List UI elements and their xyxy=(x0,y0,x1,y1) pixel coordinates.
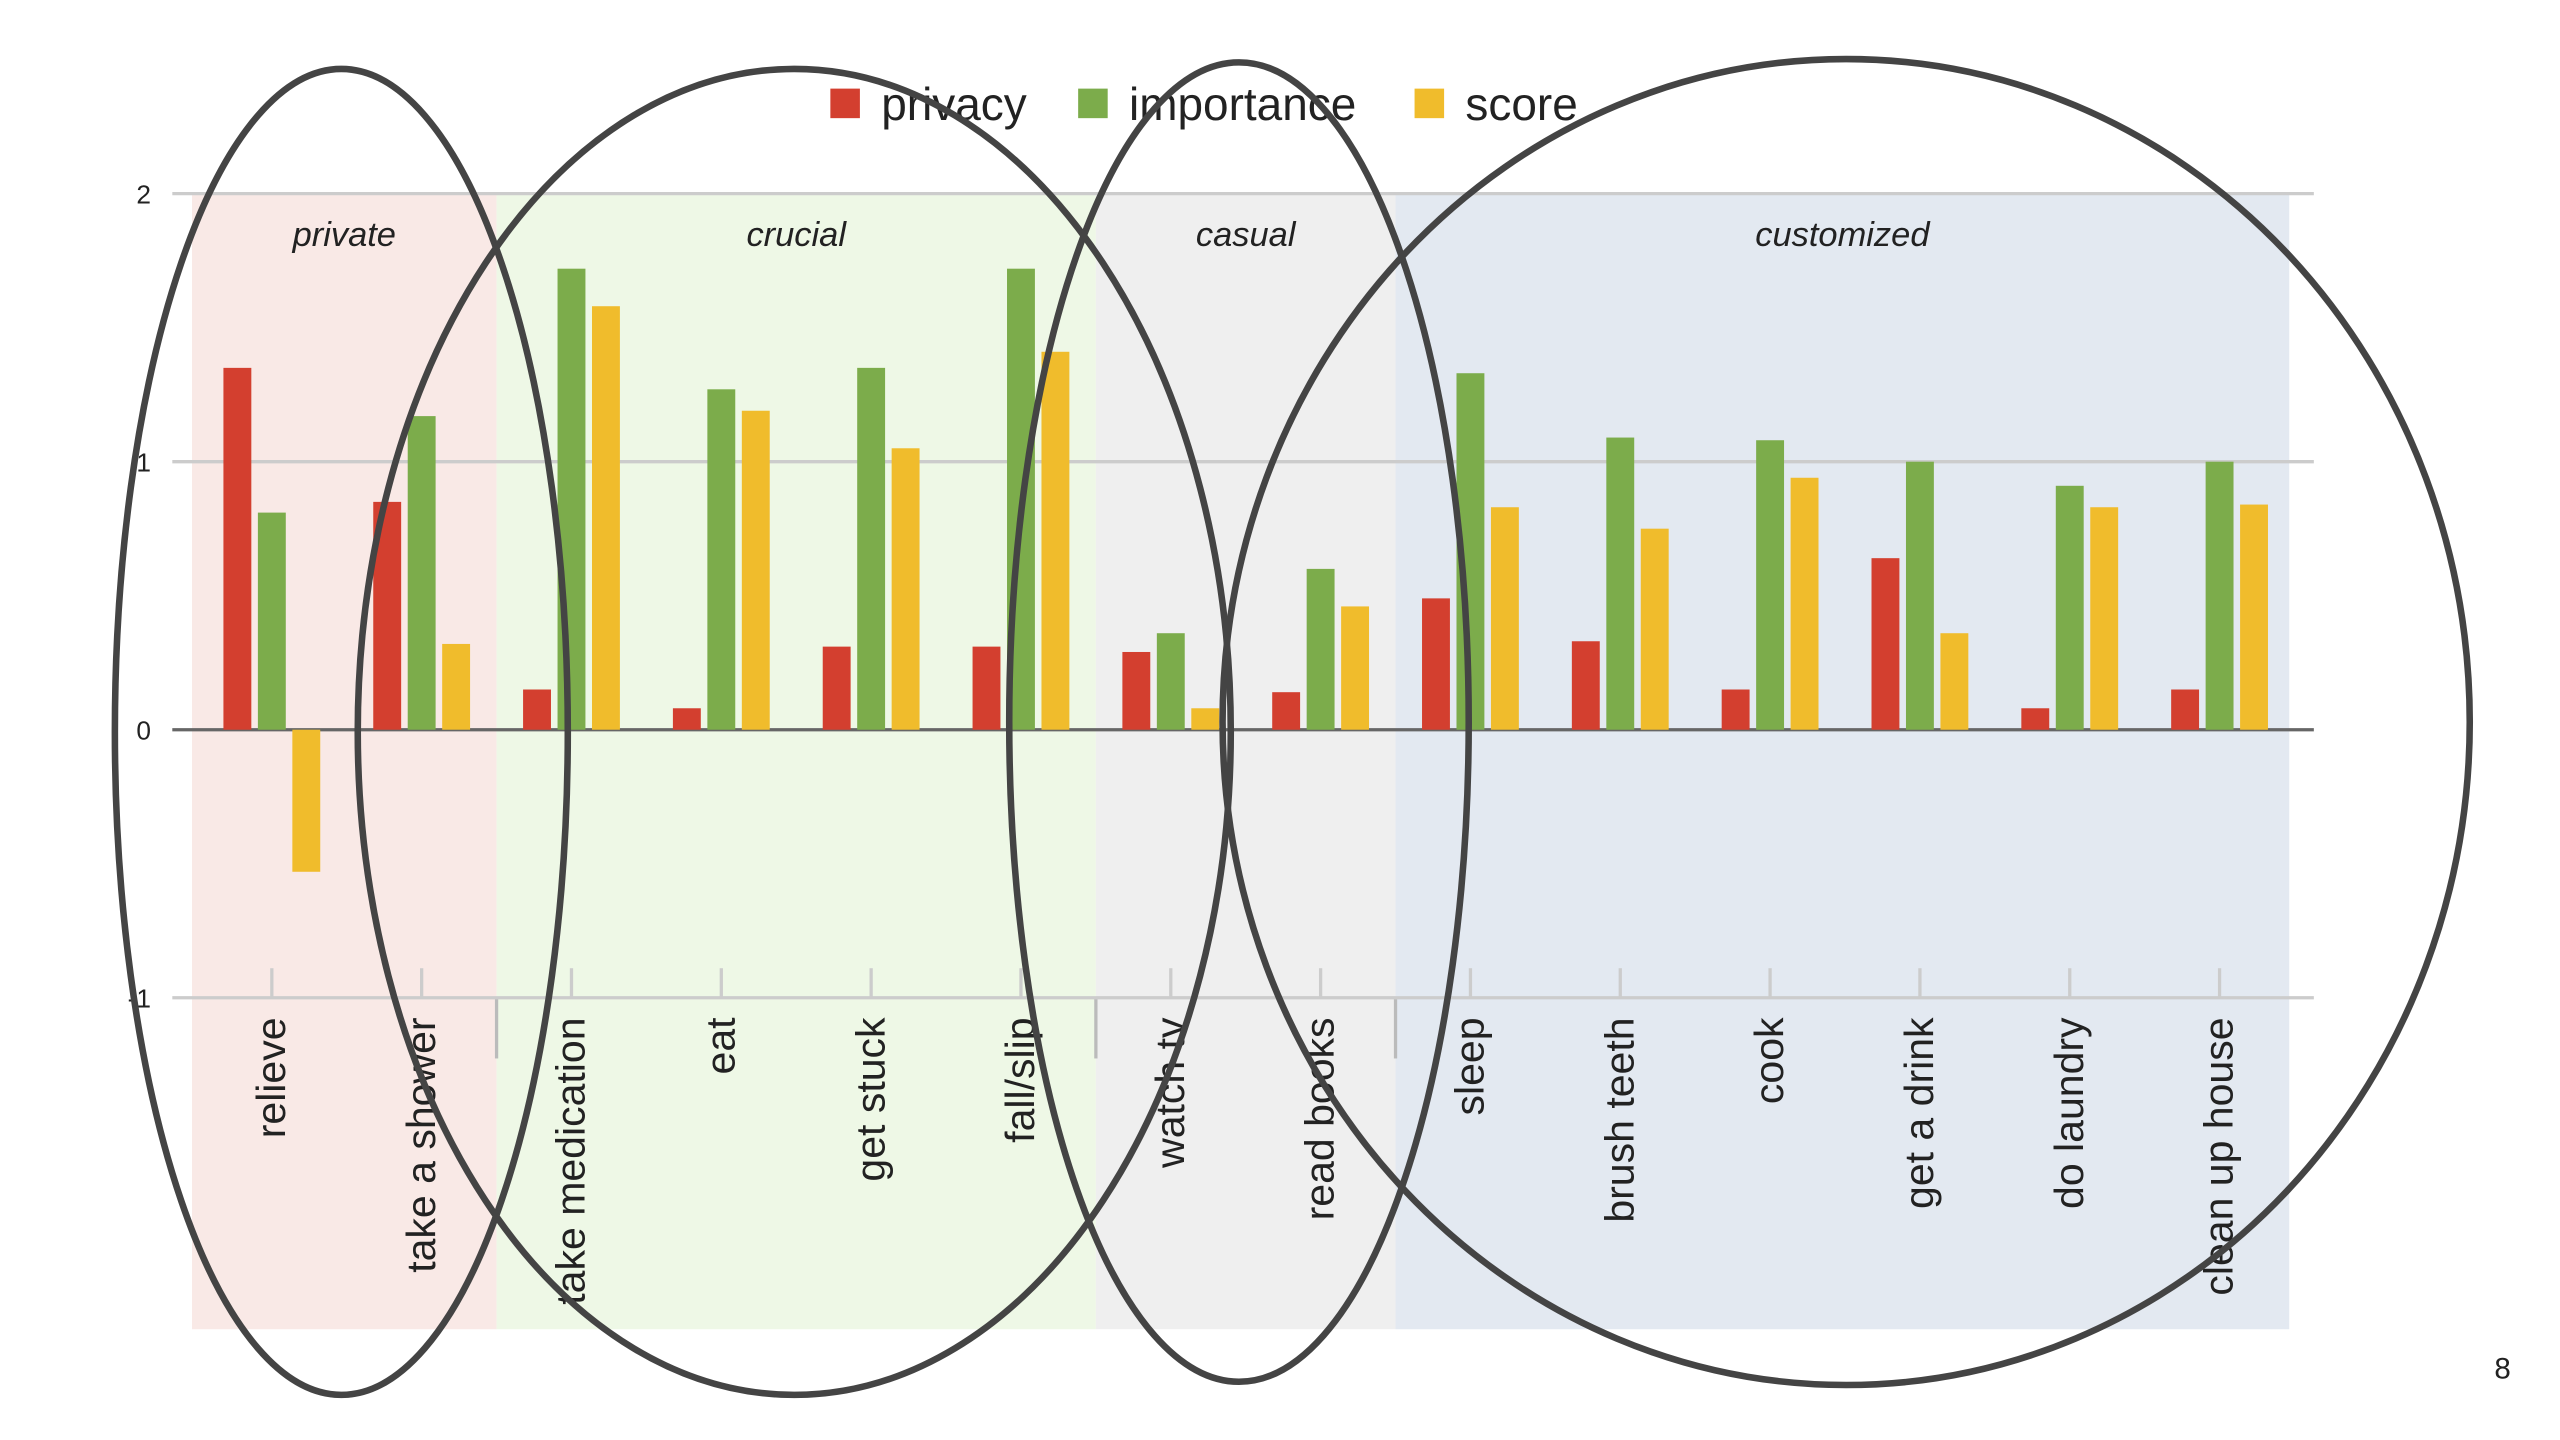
bar xyxy=(822,646,851,730)
page-number: 8 xyxy=(2494,1352,2510,1385)
bar xyxy=(672,708,701,730)
bar xyxy=(1191,708,1220,730)
bar xyxy=(1272,692,1301,730)
bar xyxy=(972,646,1001,730)
legend-label: score xyxy=(1465,78,1577,130)
bar xyxy=(2090,507,2119,730)
x-tick-label: get a drink xyxy=(1896,1017,1942,1209)
legend-swatch xyxy=(1414,88,1445,119)
group-background xyxy=(1395,193,2290,1330)
group-label: private xyxy=(292,216,396,254)
bar xyxy=(1490,507,1519,730)
x-tick-label: cook xyxy=(1746,1017,1792,1104)
x-tick-label: brush teeth xyxy=(1596,1017,1642,1222)
x-tick-label: eat xyxy=(697,1017,743,1075)
bar xyxy=(2205,461,2234,730)
x-tick-label: get stuck xyxy=(847,1017,893,1182)
ellipse xyxy=(1005,59,1472,1386)
x-tick-label: take medication xyxy=(548,1017,594,1304)
x-tick-label: sleep xyxy=(1447,1017,1493,1115)
bar xyxy=(1721,689,1750,730)
bar xyxy=(1041,351,1070,730)
group-background xyxy=(192,193,497,1330)
bar xyxy=(1940,633,1969,730)
bar xyxy=(1306,568,1335,730)
bar xyxy=(1156,633,1185,730)
bar xyxy=(707,389,736,730)
bar xyxy=(1640,528,1669,730)
y-tick-label: 0 xyxy=(136,716,151,746)
x-tick-label: relieve xyxy=(248,1017,294,1138)
bar xyxy=(557,268,586,730)
group-label: crucial xyxy=(746,216,847,254)
bar xyxy=(523,689,551,730)
ellipse xyxy=(1219,55,2474,1389)
bar xyxy=(1606,437,1635,730)
y-tick-label: 2 xyxy=(136,179,151,209)
bar xyxy=(2021,708,2050,730)
ellipses xyxy=(111,55,2474,1399)
group-label: customized xyxy=(1755,216,1931,254)
x-tick-label: watch tv xyxy=(1147,1017,1193,1169)
bar xyxy=(857,367,886,730)
bar xyxy=(407,416,436,730)
bar xyxy=(1756,440,1785,730)
bar xyxy=(1790,477,1819,730)
legend-swatch xyxy=(830,88,860,119)
bar xyxy=(1341,606,1370,730)
bar xyxy=(442,643,471,730)
x-tick-label: take a shower xyxy=(398,1017,444,1272)
bar xyxy=(223,367,252,730)
bar xyxy=(257,512,286,730)
bar xyxy=(1871,558,1900,730)
group-backgrounds: private crucial casual customized xyxy=(192,193,2290,1330)
ellipse xyxy=(111,65,572,1399)
bar xyxy=(2240,504,2268,730)
ellipse xyxy=(354,65,1235,1399)
bar xyxy=(592,306,620,730)
legend-label: privacy xyxy=(881,78,1027,130)
bar xyxy=(2171,689,2200,730)
bar xyxy=(1905,461,1934,730)
bar xyxy=(292,729,321,872)
bar xyxy=(1122,651,1151,730)
x-tick-label: do laundry xyxy=(2046,1017,2092,1209)
y-tick-label: 1 xyxy=(136,448,151,478)
bar xyxy=(1571,641,1600,730)
bar xyxy=(1422,598,1450,730)
x-tick-label: clean up house xyxy=(2196,1017,2242,1295)
bar xyxy=(2055,485,2084,730)
group-label: casual xyxy=(1196,216,1297,254)
group-background xyxy=(1095,193,1396,1330)
bar xyxy=(891,448,920,730)
legend-swatch xyxy=(1078,88,1108,119)
bar xyxy=(741,410,770,730)
